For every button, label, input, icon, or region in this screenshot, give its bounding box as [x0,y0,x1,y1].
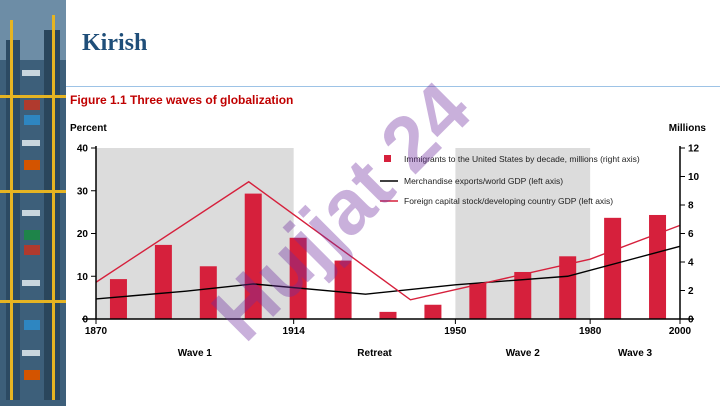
bar-1985 [604,217,622,319]
slide-title: Kirish [82,30,148,56]
legend-label-black-line: Merchandise exports/world GDP (left axis… [404,176,563,186]
bar-1975 [559,256,577,319]
bar-1965 [514,271,532,319]
left-tick-label-40: 40 [77,144,89,155]
bar-1945 [424,304,442,319]
bar-1995 [649,214,667,319]
left-tick-label-10: 10 [77,272,89,283]
right-tick-label-6: 6 [688,229,694,240]
left-tick-label-30: 30 [77,186,89,197]
figure-title: Figure 1.1 Three waves of globalization [70,93,294,107]
bar-1885 [154,244,172,319]
right-tick-label-10: 10 [688,172,700,183]
bar-1895 [199,266,217,319]
x-tick-label-2000: 2000 [669,326,692,337]
bar-1875 [109,279,127,319]
legend-label-red-line: Foreign capital stock/developing country… [404,196,613,206]
legend: Immigrants to the United States by decad… [380,154,640,206]
series-line-foreign-capital [95,180,681,301]
bar-1905 [244,193,262,319]
right-tick-label-8: 8 [688,201,694,212]
left-tick-label-20: 20 [77,229,89,240]
right-tick-label-2: 2 [688,286,694,297]
period-label-wave-3: Wave 3 [618,348,653,359]
line-series [95,180,681,301]
legend-swatch-bars [384,155,391,162]
bar-series [109,193,667,319]
right-tick-label-0: 0 [688,315,694,326]
x-tick-label-1980: 1980 [579,326,602,337]
side-photo-strip [0,0,66,406]
bar-1935 [379,311,397,319]
left-tick-label-0: 0 [82,315,88,326]
right-tick-label-12: 12 [688,144,700,155]
period-label-wave-2: Wave 2 [506,348,541,359]
right-axis-title: Millions [669,123,707,134]
series-line-merchandise-exports [95,245,681,300]
bar-1925 [334,260,352,319]
axes [82,146,694,324]
x-tick-label-1914: 1914 [283,326,306,337]
left-axis-title: Percent [70,123,107,134]
title-divider [66,86,720,87]
x-tick-label-1870: 1870 [85,326,108,337]
bar-1915 [289,237,307,319]
right-tick-label-4: 4 [688,258,694,269]
port-photo-image [0,0,66,406]
period-label-wave-1: Wave 1 [178,348,213,359]
legend-label-bars: Immigrants to the United States by decad… [404,154,640,164]
x-tick-label-1950: 1950 [444,326,467,337]
period-label-retreat: Retreat [357,348,392,359]
bar-1955 [469,283,487,319]
axis-labels: 0 10 20 30 40 0 2 4 6 8 10 12 1870 1914 1950 1980 2000 Wa… [70,123,706,359]
